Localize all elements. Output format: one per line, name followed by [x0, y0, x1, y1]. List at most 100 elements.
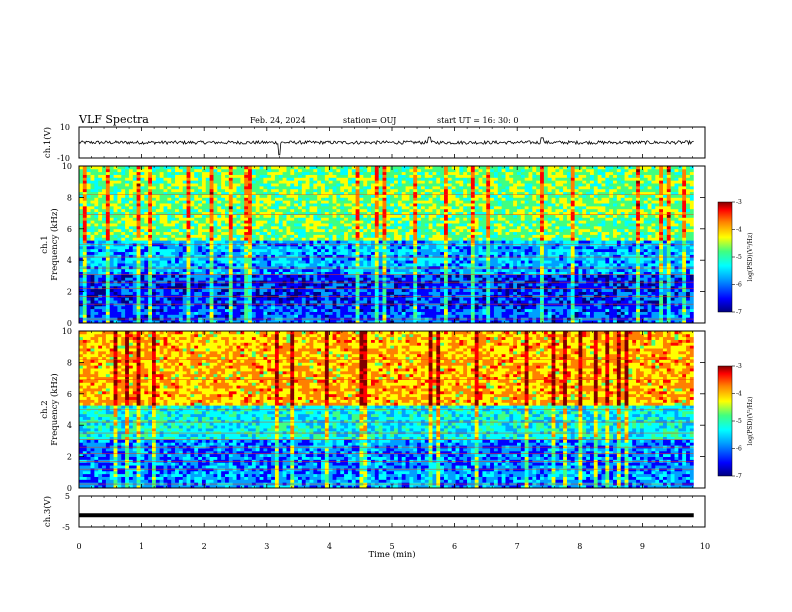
- spectrogram-cell: [110, 240, 114, 243]
- spectrogram-cell: [306, 292, 310, 295]
- spectrogram-cell: [306, 215, 310, 218]
- spectrogram-cell: [263, 220, 267, 223]
- spectrogram-cell: [333, 180, 337, 183]
- spectrogram-cell: [167, 246, 171, 249]
- spectrogram-cell: [244, 169, 248, 172]
- spectrogram-cell: [213, 312, 217, 315]
- spectrogram-cell: [298, 246, 302, 249]
- spectrogram-cell: [402, 274, 406, 277]
- spectrogram-cell: [271, 235, 275, 238]
- spectrogram-cell: [183, 180, 187, 183]
- spectrogram-cell: [329, 180, 333, 183]
- spectrogram-cell: [286, 189, 290, 192]
- spectrogram-cell: [329, 306, 333, 309]
- spectrogram-cell: [263, 235, 267, 238]
- spectrogram-cell: [286, 226, 290, 229]
- spectrogram-cell: [375, 303, 379, 306]
- spectrogram-cell: [225, 312, 229, 315]
- spectrogram-cell: [379, 249, 383, 252]
- spectrogram-cell: [406, 260, 410, 263]
- spectrogram-cell: [306, 280, 310, 283]
- spectrogram-cell: [321, 240, 325, 243]
- spectrogram-cell: [198, 266, 202, 269]
- spectrogram-cell: [171, 226, 175, 229]
- spectrogram-cell: [190, 206, 194, 209]
- spectrogram-cell: [248, 309, 252, 312]
- spectrogram-cell: [363, 203, 367, 206]
- spectrogram-cell: [263, 237, 267, 240]
- spectrogram-cell: [356, 249, 360, 252]
- spectrogram-cell: [187, 300, 191, 303]
- spectrogram-cell: [140, 260, 144, 263]
- spectrogram-cell: [91, 235, 95, 238]
- spectrogram-cell: [394, 232, 398, 235]
- spectrogram-cell: [310, 195, 314, 198]
- spectrogram-cell: [363, 189, 367, 192]
- spectrogram-cell: [164, 232, 168, 235]
- spectrogram-cell: [271, 183, 275, 186]
- spectrogram-cell: [298, 277, 302, 280]
- spectrogram-cell: [114, 217, 118, 220]
- spectrogram-cell: [175, 217, 179, 220]
- spectrogram-cell: [379, 175, 383, 178]
- spectrogram-cell: [167, 249, 171, 252]
- spectrogram-cell: [298, 186, 302, 189]
- spectrogram-cell: [260, 309, 264, 312]
- spectrogram-cell: [87, 183, 91, 186]
- spectrogram-cell: [125, 297, 129, 300]
- spectrogram-cell: [260, 175, 264, 178]
- spectrogram-cell: [248, 277, 252, 280]
- spectrogram-cell: [87, 237, 91, 240]
- spectrogram-cell: [175, 274, 179, 277]
- spectrogram-cell: [317, 220, 321, 223]
- spectrogram-cell: [91, 269, 95, 272]
- spectrogram-cell: [133, 240, 137, 243]
- spectrogram-cell: [386, 260, 390, 263]
- spectrogram-cell: [306, 309, 310, 312]
- spectrogram-cell: [386, 249, 390, 252]
- spectrogram-cell: [79, 169, 83, 172]
- spectrogram-cell: [406, 189, 410, 192]
- spectrogram-cell: [248, 232, 252, 235]
- spectrogram-cell: [367, 209, 371, 212]
- spectrogram-cell: [179, 172, 183, 175]
- spectrogram-cell: [336, 217, 340, 220]
- spectrogram-cell: [171, 215, 175, 218]
- spectrogram-cell: [336, 277, 340, 280]
- spectrogram-cell: [271, 277, 275, 280]
- spectrogram-cell: [302, 289, 306, 292]
- spectrogram-cell: [164, 206, 168, 209]
- spectrogram-cell: [290, 200, 294, 203]
- spectrogram-cell: [137, 263, 141, 266]
- spectrogram-cell: [406, 277, 410, 280]
- spectrogram-cell: [298, 177, 302, 180]
- spectrogram-cell: [164, 197, 168, 200]
- spectrogram-cell: [390, 240, 394, 243]
- spectrogram-cell: [267, 249, 271, 252]
- spectrogram-cell: [167, 240, 171, 243]
- spectrogram-cell: [229, 186, 233, 189]
- spectrogram-cell: [306, 175, 310, 178]
- spectrogram-cell: [275, 246, 279, 249]
- spectrogram-cell: [148, 297, 152, 300]
- spectrogram-cell: [286, 229, 290, 232]
- spectrogram-cell: [198, 240, 202, 243]
- spectrogram-cell: [306, 217, 310, 220]
- spectrogram-cell: [175, 197, 179, 200]
- spectrogram-cell: [117, 257, 121, 260]
- spectrogram-cell: [94, 183, 98, 186]
- spectrogram-cell: [229, 206, 233, 209]
- spectrogram-cell: [210, 203, 214, 206]
- spectrogram-cell: [110, 206, 114, 209]
- spectrogram-cell: [275, 269, 279, 272]
- spectrogram-cell: [148, 172, 152, 175]
- spectrogram-cell: [117, 169, 121, 172]
- spectrogram-cell: [333, 197, 337, 200]
- spectrogram-cell: [298, 240, 302, 243]
- spectrogram-cell: [213, 240, 217, 243]
- spectrogram-cell: [198, 183, 202, 186]
- spectrogram-cell: [317, 235, 321, 238]
- spectrogram-cell: [340, 217, 344, 220]
- spectrogram-cell: [94, 180, 98, 183]
- spectrogram-cell: [336, 309, 340, 312]
